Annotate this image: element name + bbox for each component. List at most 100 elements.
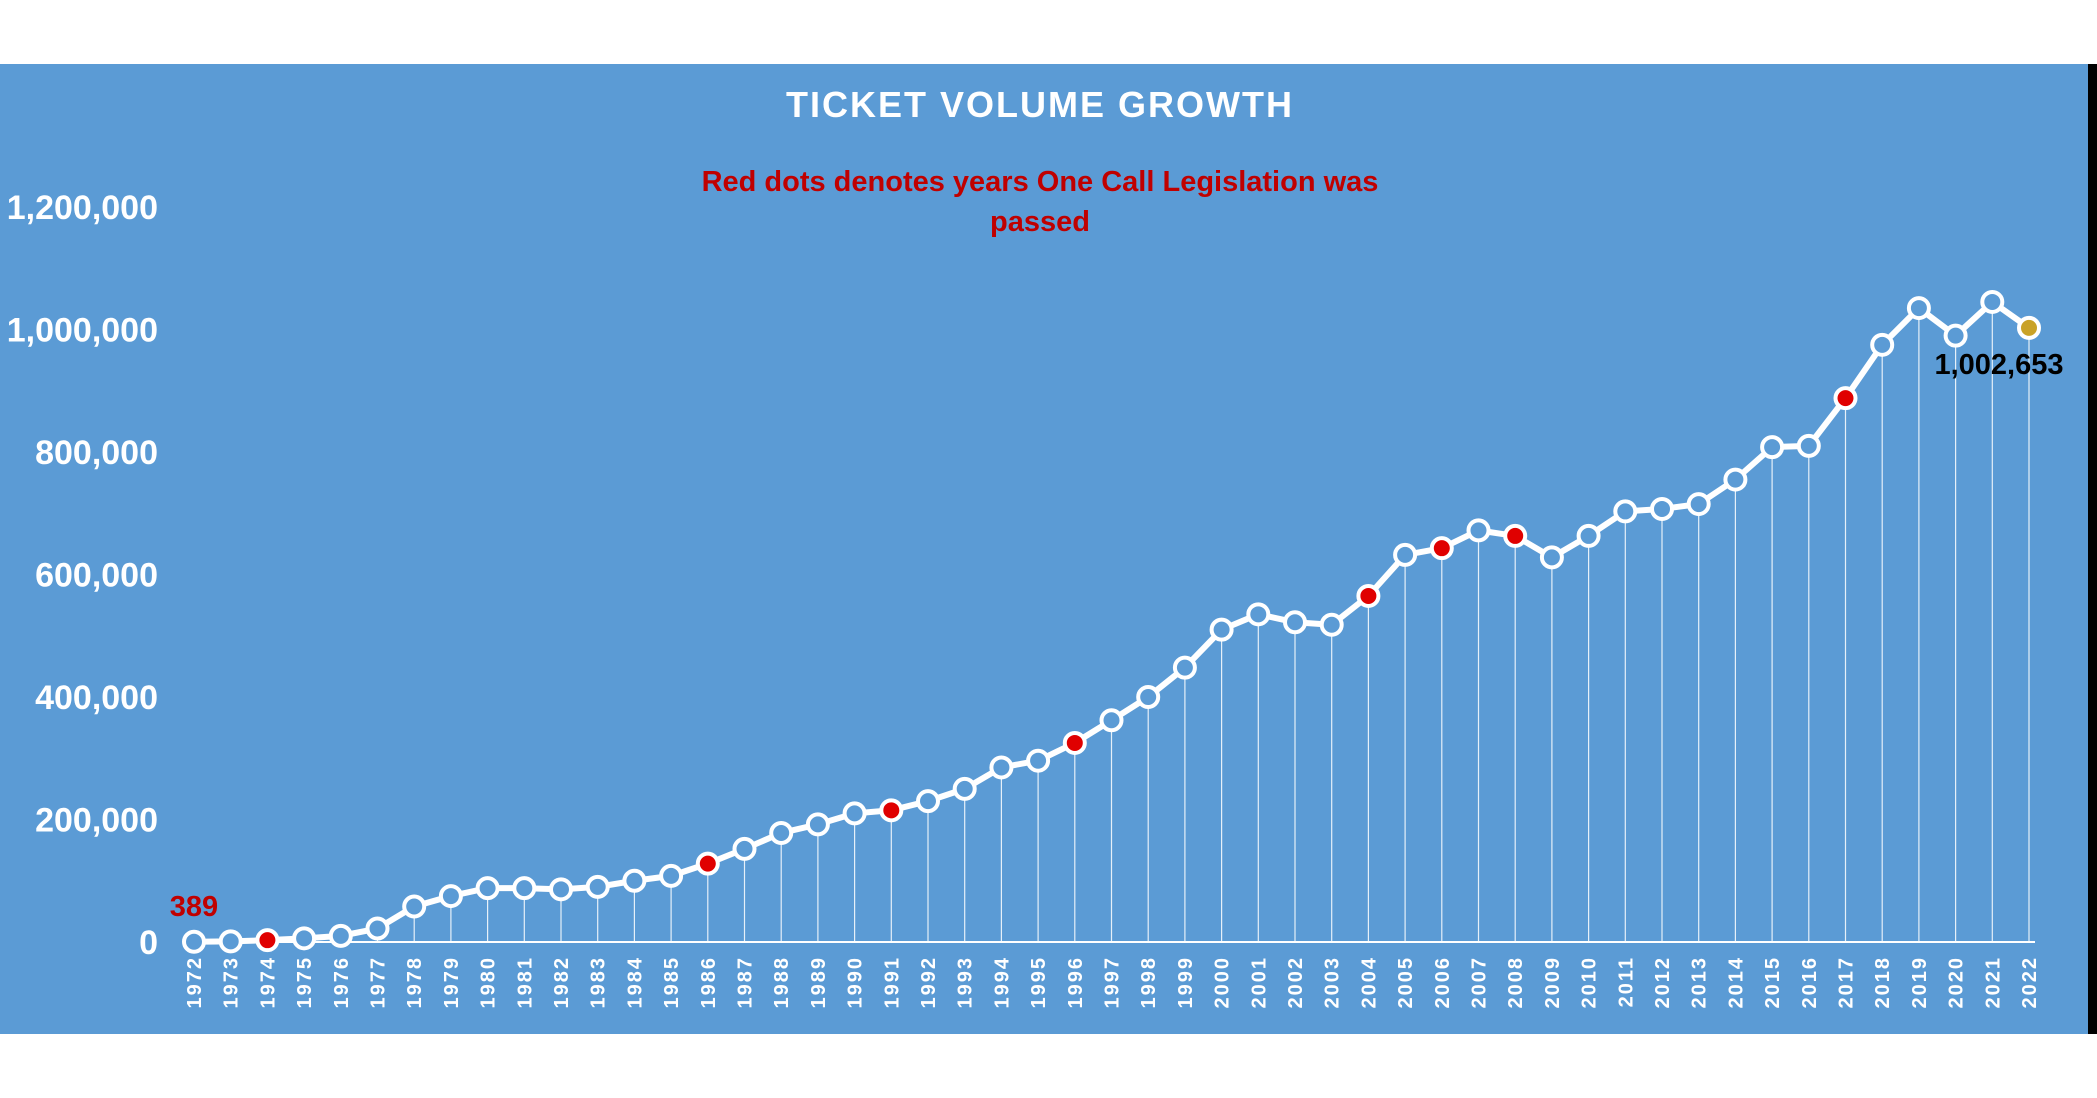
data-point	[512, 876, 537, 901]
x-tick-label: 2003	[1322, 956, 1344, 1009]
chart-title: TICKET VOLUME GROWTH	[786, 84, 1294, 125]
data-point-latest	[2017, 315, 2041, 340]
x-tick-label: 1981	[514, 956, 536, 1009]
data-point	[1686, 492, 1711, 517]
x-tick-label: 1979	[441, 956, 463, 1009]
data-point	[292, 926, 317, 951]
data-point	[622, 868, 647, 893]
data-point-legislation	[879, 798, 904, 823]
data-point-legislation	[255, 928, 280, 953]
x-tick-label: 2007	[1469, 956, 1491, 1009]
data-point-legislation	[1062, 730, 1087, 755]
x-axis: 1972 1973 1974 1975 1976 1977 1978 1979 1980 1981…	[184, 956, 2041, 1009]
data-point	[1026, 748, 1051, 773]
x-tick-label: 2000	[1212, 956, 1234, 1009]
x-tick-label: 1980	[478, 956, 500, 1009]
data-point	[989, 755, 1014, 780]
x-tick-label: 2020	[1946, 956, 1968, 1009]
chart-svg: TICKET VOLUME GROWTH Red dots denotes ye…	[7, 84, 2064, 1009]
data-label-first: 389	[170, 891, 218, 923]
y-tick-label: 400,000	[35, 679, 158, 717]
x-tick-label: 1985	[661, 956, 683, 1009]
x-tick-label: 2011	[1615, 956, 1637, 1007]
x-tick-label: 1993	[955, 956, 977, 1009]
data-point	[1723, 467, 1748, 492]
y-tick-label: 1,200,000	[7, 189, 158, 227]
x-tick-label: 1997	[1102, 956, 1124, 1009]
data-point	[1209, 617, 1234, 642]
x-tick-label: 2005	[1395, 956, 1417, 1009]
y-tick-label: 600,000	[35, 557, 158, 595]
x-tick-label: 2014	[1725, 956, 1747, 1009]
data-point	[365, 916, 390, 941]
x-tick-label: 2002	[1285, 956, 1307, 1009]
data-point	[1136, 685, 1161, 709]
x-tick-label: 2010	[1579, 956, 1601, 1009]
data-point-legislation	[695, 851, 720, 876]
annotation-line-1: Red dots denotes years One Call Legislat…	[702, 166, 1379, 198]
x-tick-label: 1986	[698, 956, 720, 1009]
data-point	[1760, 435, 1785, 460]
data-point	[585, 874, 610, 899]
data-point-legislation	[1833, 386, 1858, 411]
data-point	[659, 863, 684, 888]
data-point	[218, 929, 243, 954]
data-point	[1796, 433, 1821, 458]
x-tick-label: 1974	[257, 956, 279, 1009]
x-tick-label: 2021	[1982, 956, 2004, 1009]
x-tick-label: 1992	[918, 956, 940, 1009]
data-point	[475, 876, 500, 901]
x-tick-label: 1996	[1065, 956, 1087, 1009]
x-tick-label: 1991	[881, 956, 903, 1009]
data-point	[1980, 289, 2005, 314]
x-tick-label: 1989	[808, 956, 830, 1009]
data-point	[549, 877, 573, 902]
y-tick-label: 800,000	[35, 434, 158, 472]
chart-panel: TICKET VOLUME GROWTH Red dots denotes ye…	[0, 64, 2088, 1034]
x-tick-label: 1999	[1175, 956, 1197, 1009]
x-tick-label: 1973	[221, 956, 243, 1009]
y-tick-label: 1,000,000	[7, 312, 158, 350]
x-tick-label: 2013	[1689, 956, 1711, 1009]
data-point	[769, 820, 794, 845]
x-tick-label: 2019	[1909, 956, 1931, 1009]
data-point	[1943, 323, 1968, 348]
x-tick-label: 2022	[2019, 956, 2041, 1009]
x-tick-label: 2008	[1505, 956, 1527, 1009]
data-point-legislation	[1429, 536, 1454, 561]
x-tick-label: 2017	[1836, 956, 1858, 1009]
data-point	[1466, 518, 1491, 543]
data-point	[1539, 545, 1564, 570]
data-point	[1319, 612, 1344, 637]
x-tick-label: 1977	[368, 956, 390, 1009]
panel-edge	[2088, 64, 2097, 1034]
x-tick-label: 1984	[624, 956, 646, 1009]
markers	[182, 289, 2041, 954]
x-tick-label: 2016	[1799, 956, 1821, 1009]
data-point	[438, 884, 463, 909]
data-point	[1283, 610, 1307, 635]
data-point	[1613, 499, 1638, 524]
data-point	[732, 836, 757, 861]
data-point	[1246, 602, 1271, 627]
x-tick-label: 1983	[588, 956, 610, 1009]
x-tick-label: 1975	[294, 956, 316, 1009]
data-point	[1099, 708, 1124, 733]
data-point	[402, 894, 427, 919]
x-tick-label: 1988	[771, 956, 793, 1009]
x-tick-label: 2018	[1872, 956, 1894, 1009]
data-point-legislation	[1503, 523, 1528, 548]
y-tick-label: 200,000	[35, 802, 158, 840]
x-tick-label: 2006	[1432, 956, 1454, 1009]
data-point	[1393, 542, 1418, 567]
data-label-last: 1,002,653	[1934, 349, 2063, 381]
drop-lines	[193, 301, 2030, 942]
x-tick-label: 1972	[184, 956, 206, 1009]
data-point	[1172, 655, 1197, 680]
data-point	[1576, 523, 1601, 548]
y-axis: 0 200,000 400,000 600,000 800,000 1,000,000 1,…	[7, 189, 158, 962]
x-tick-label: 1976	[331, 956, 353, 1009]
x-tick-label: 1982	[551, 956, 573, 1009]
data-point	[1650, 496, 1674, 521]
x-tick-label: 1990	[845, 956, 867, 1009]
